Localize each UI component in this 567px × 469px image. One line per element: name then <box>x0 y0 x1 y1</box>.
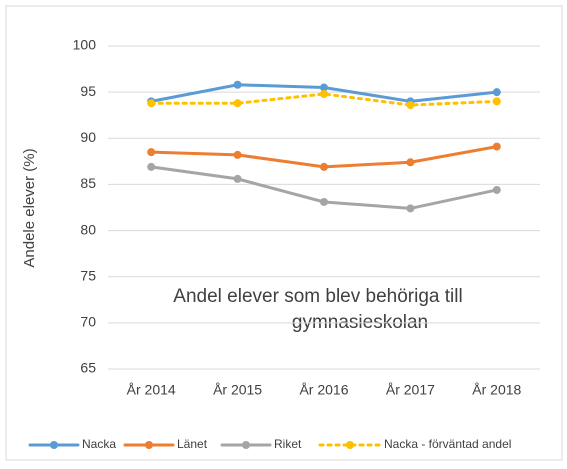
legend-marker <box>145 441 153 449</box>
point <box>406 204 415 213</box>
legend-label: Nacka <box>82 437 116 451</box>
point <box>406 158 415 167</box>
x-tick-label: År 2018 <box>472 382 521 398</box>
point <box>233 99 242 108</box>
chart-title: Andel elever som blev behöriga till <box>173 286 462 307</box>
point <box>233 174 242 183</box>
x-tick-label: År 2015 <box>213 382 262 398</box>
y-tick-label: 65 <box>80 360 96 376</box>
y-tick-label: 85 <box>80 175 96 191</box>
x-tick-label: År 2016 <box>299 382 348 398</box>
legend-label: Länet <box>177 437 208 451</box>
point <box>233 80 242 89</box>
point <box>406 101 415 110</box>
y-tick-label: 80 <box>80 221 96 237</box>
legend-label: Riket <box>274 437 302 451</box>
point <box>492 185 501 194</box>
y-tick-label: 70 <box>80 314 96 330</box>
x-tick-label: År 2017 <box>386 382 435 398</box>
legend-label: Nacka - förväntad andel <box>384 437 511 451</box>
y-axis-label: Andele elever (%) <box>21 148 38 267</box>
point <box>320 83 328 92</box>
point <box>320 89 328 98</box>
point <box>147 99 156 108</box>
y-tick-label: 90 <box>80 129 96 145</box>
y-tick-label: 100 <box>73 37 97 53</box>
chart-frame <box>5 5 563 461</box>
y-tick-label: 95 <box>80 83 96 99</box>
point <box>320 197 328 206</box>
series-line <box>149 92 499 107</box>
legend-marker <box>346 441 354 449</box>
legend-marker <box>50 441 58 449</box>
point <box>147 162 156 171</box>
point <box>492 97 501 106</box>
x-tick-label: År 2014 <box>127 382 176 398</box>
point <box>492 88 501 97</box>
point <box>320 162 328 171</box>
point <box>492 142 501 151</box>
y-tick-label: 75 <box>80 267 96 283</box>
point <box>147 148 156 157</box>
legend-marker <box>242 441 250 449</box>
point <box>233 150 242 159</box>
